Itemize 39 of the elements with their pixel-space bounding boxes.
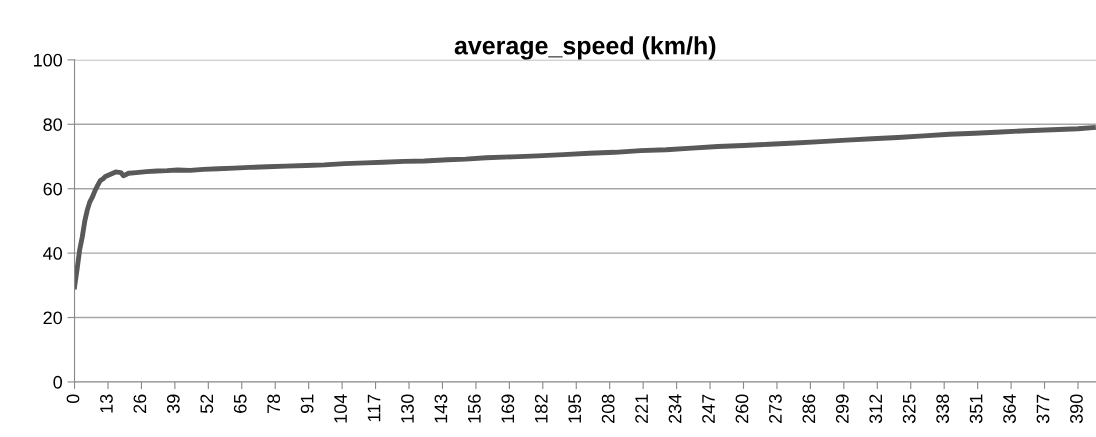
x-tick-label: 52 [200,394,214,414]
y-tick-label: 80 [43,118,63,131]
x-tick-label: 156 [467,394,481,423]
x-tick-label: 390 [1070,394,1083,424]
x-tick-label: 195 [568,394,582,423]
x-tick-label: 65 [233,394,247,413]
x-tick-label: 299 [835,394,849,423]
x-tick-label: 286 [802,394,816,423]
y-tick-label: 100 [33,53,63,67]
x-tick-label: 143 [434,394,448,423]
x-tick-label: 247 [702,394,715,423]
x-tick-label: 208 [601,394,615,423]
x-tick-label: 234 [668,394,682,423]
x-tick-label: 377 [1036,394,1050,424]
x-tick-label: 78 [267,394,281,413]
x-tick-label: 39 [166,394,180,414]
chart-title: average_speed (km/h) [454,36,716,60]
x-tick-label: 221 [635,394,648,423]
y-tick-label: 0 [53,375,63,389]
x-tick-label: 338 [936,394,950,424]
x-tick-label: 273 [769,394,782,423]
x-tick-label: 130 [401,394,414,423]
x-tick-label: 117 [367,394,381,422]
x-tick-label: 364 [1003,394,1016,424]
x-tick-label: 13 [100,394,113,413]
x-tick-label: 26 [133,394,147,413]
x-tick-label: 325 [902,394,916,424]
x-tick-label: 312 [869,394,883,424]
x-tick-label: 351 [969,394,983,424]
y-tick-label: 60 [43,182,63,196]
x-tick-label: 182 [534,394,548,423]
x-tick-label: 104 [334,394,347,423]
y-tick-label: 40 [43,247,63,260]
x-tick-label: 260 [735,394,749,423]
x-tick-label: 169 [501,394,515,423]
line-series [74,125,1096,290]
x-tick-label: 91 [300,394,314,413]
x-tick-label: 0 [66,394,80,404]
y-tick-label: 20 [43,311,63,325]
